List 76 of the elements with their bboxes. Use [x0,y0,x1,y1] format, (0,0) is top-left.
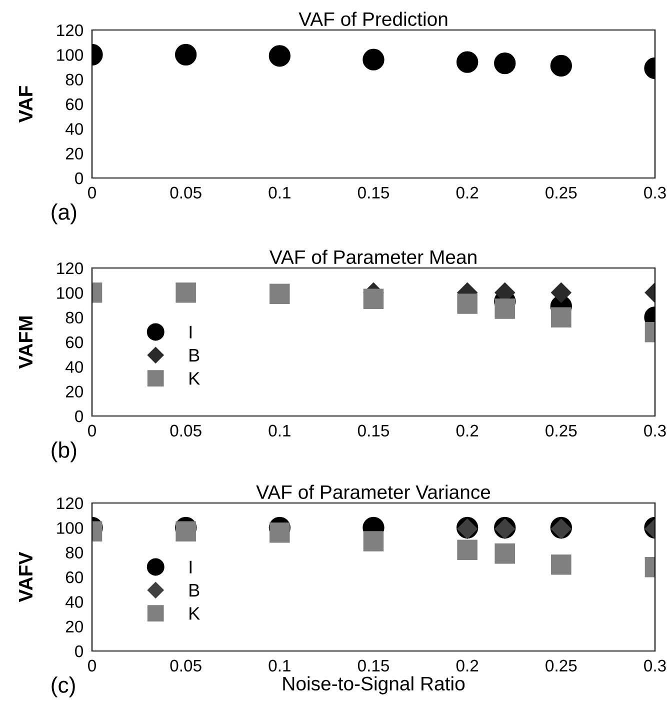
y-tick-label: 0 [75,410,84,422]
chart-title: VAF of Parameter Variance [256,484,490,500]
point [550,54,572,77]
point [363,531,384,552]
x-tick-label: 0.25 [546,186,577,199]
y-axis-title: VAF [19,86,32,123]
legend-label: I [190,326,192,338]
y-tick-label: 120 [57,24,84,36]
point [551,554,572,575]
point [270,284,290,304]
x-tick-label: 0.25 [546,660,577,672]
y-tick-label: 20 [66,620,84,633]
legend-label: K [190,607,200,620]
point [176,282,196,303]
x-tick-label: 0 [88,424,96,437]
point [363,288,384,309]
y-axis-title: VAFM [19,316,32,369]
x-tick-label: 0.15 [358,660,390,672]
point [268,45,291,67]
x-tick-label: 0.15 [358,424,390,437]
y-tick-label: 100 [57,49,84,61]
y-axis-title: VAFV [19,552,32,602]
legend-label: B [190,584,200,596]
series-label: I [190,560,192,574]
y-tick-label: 120 [57,497,84,510]
y-tick-label: 0 [75,172,84,184]
x-tick-label: 0.15 [358,186,390,199]
chart-title: VAF of Parameter Mean [269,250,476,264]
x-tick-label: 0.2 [456,424,478,437]
x-tick-label: 0.05 [170,186,202,199]
x-tick-label: 0.25 [546,424,577,437]
point [457,540,478,560]
y-tick-label: 120 [57,262,84,274]
y-tick-label: 0 [75,645,84,658]
y-tick-label: 80 [66,74,84,86]
point [362,48,384,70]
x-tick-label: 0.1 [268,186,290,199]
chart-title: VAF of Prediction [298,12,448,26]
y-tick-label: 20 [66,386,84,398]
x-tick-label: 0.1 [268,660,290,672]
y-tick-label: 40 [66,123,84,135]
text: (b) [52,442,76,462]
x-tick-label: 0.2 [456,660,478,672]
x-tick-label: 0 [88,186,96,199]
y-tick-label: 60 [66,571,84,584]
x-tick-label: 0.1 [268,424,290,437]
point [457,294,478,314]
x-tick-label: 0 [88,660,96,672]
y-tick-label: 80 [66,312,84,324]
legend-label: K [190,372,200,385]
y-tick-label: 80 [66,546,84,559]
y-tick-label: 40 [66,596,84,608]
point [270,522,290,543]
x-tick-label: 0.05 [170,424,202,437]
legend-label: B [190,349,200,362]
x-tick-label: 0.3 [644,186,666,199]
text: (c) [52,676,75,698]
point [176,521,196,542]
point [494,543,516,564]
y-tick-label: 60 [66,336,84,348]
point [174,44,197,66]
x-axis-title: Noise-to-Signal Ratio [283,676,465,694]
y-tick-label: 20 [66,148,84,160]
x-tick-label: 0.3 [644,424,666,437]
y-tick-label: 100 [57,522,84,534]
x-tick-label: 0.05 [170,660,202,672]
y-tick-label: 60 [66,98,84,110]
point [456,51,478,73]
point [550,282,572,303]
x-tick-label: 0.3 [644,660,666,672]
y-tick-label: 100 [57,287,84,299]
text: (a) [52,204,76,224]
y-tick-label: 40 [66,361,84,373]
x-tick-label: 0.2 [456,186,478,199]
point [551,307,572,328]
point [494,52,516,74]
